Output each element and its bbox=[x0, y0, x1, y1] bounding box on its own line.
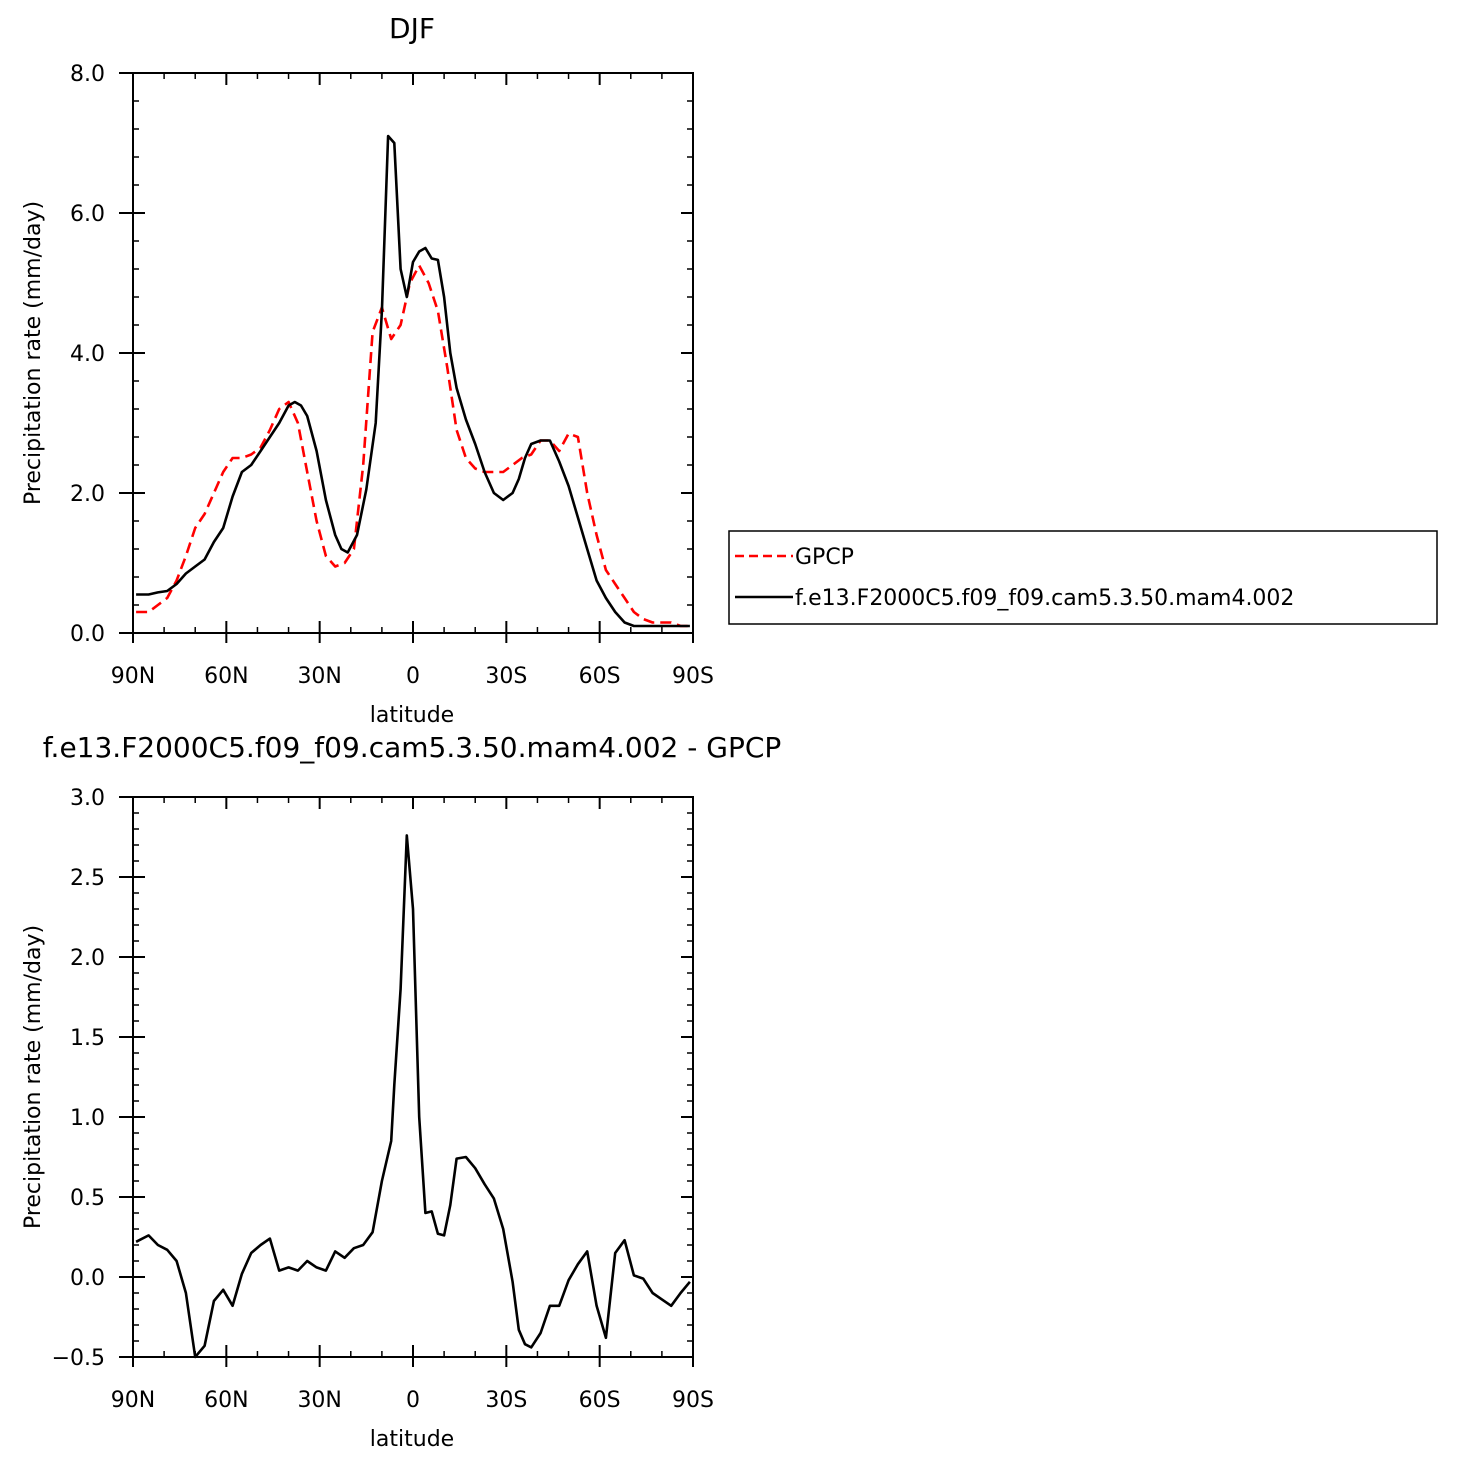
top-x-tick-label: 60N bbox=[204, 664, 248, 689]
bottom-y-tick-label: 1.5 bbox=[70, 1026, 105, 1051]
top-x-tick-label: 30N bbox=[297, 664, 341, 689]
top-chart-lines bbox=[136, 134, 690, 628]
bottom-chart-frame bbox=[132, 796, 694, 1358]
bottom-x-tick-label: 30S bbox=[485, 1388, 527, 1413]
bottom-chart-title: f.e13.F2000C5.f09_f09.cam5.3.50.mam4.002… bbox=[43, 731, 782, 764]
bottom-x-tick-label: 0 bbox=[406, 1388, 420, 1413]
bottom-series-line-0 bbox=[135, 834, 691, 1359]
legend-label-model: f.e13.F2000C5.f09_f09.cam5.3.50.mam4.002 bbox=[795, 586, 1294, 611]
bottom-y-tick-label: 0.5 bbox=[70, 1186, 105, 1211]
bottom-chart-xlabel: latitude bbox=[370, 1427, 454, 1452]
bottom-chart: f.e13.F2000C5.f09_f09.cam5.3.50.mam4.002… bbox=[21, 731, 781, 1452]
top-y-tick-label: 8.0 bbox=[70, 62, 105, 87]
bottom-x-tick-label: 60N bbox=[204, 1388, 248, 1413]
bottom-chart-ticks: 90N 60N 30N 0 30S 60S 90S −0.5 0.0 0.5 1.0 1.5 2.0 2.… bbox=[52, 786, 714, 1413]
top-chart-title: DJF bbox=[389, 12, 435, 45]
top-chart-ylabel: Precipitation rate (mm/day) bbox=[21, 201, 46, 505]
bottom-x-tick-label: 30N bbox=[297, 1388, 341, 1413]
bottom-y-tick-label: 1.0 bbox=[70, 1106, 105, 1131]
bottom-y-tick-label: −0.5 bbox=[52, 1346, 105, 1371]
top-chart-xlabel: latitude bbox=[370, 703, 454, 728]
top-x-tick-label: 90N bbox=[111, 664, 155, 689]
bottom-y-tick-label: 3.0 bbox=[70, 786, 105, 811]
top-y-tick-label: 4.0 bbox=[70, 342, 105, 367]
bottom-x-tick-label: 60S bbox=[579, 1388, 621, 1413]
legend-box bbox=[728, 530, 1438, 625]
top-series-line-1 bbox=[136, 134, 690, 628]
legend: GPCP f.e13.F2000C5.f09_f09.cam5.3.50.mam… bbox=[728, 530, 1438, 625]
top-y-tick-label: 0.0 bbox=[70, 622, 105, 647]
bottom-chart-ylabel: Precipitation rate (mm/day) bbox=[21, 925, 46, 1229]
bottom-y-tick-label: 2.5 bbox=[70, 866, 105, 891]
top-series-line-0 bbox=[136, 264, 690, 628]
bottom-y-tick-label: 0.0 bbox=[70, 1266, 105, 1291]
bottom-x-tick-label: 90N bbox=[111, 1388, 155, 1413]
bottom-y-tick-label: 2.0 bbox=[70, 946, 105, 971]
top-x-tick-label: 60S bbox=[579, 664, 621, 689]
top-chart-frame bbox=[132, 72, 694, 634]
top-x-tick-label: 90S bbox=[672, 664, 714, 689]
top-y-tick-label: 6.0 bbox=[70, 202, 105, 227]
bottom-x-tick-label: 90S bbox=[672, 1388, 714, 1413]
top-x-tick-label: 30S bbox=[485, 664, 527, 689]
top-chart: DJF Precipitation rate (mm/day) latitude… bbox=[21, 12, 714, 728]
legend-label-gpcp: GPCP bbox=[795, 545, 854, 570]
top-y-tick-label: 2.0 bbox=[70, 482, 105, 507]
bottom-chart-lines bbox=[135, 834, 691, 1359]
top-x-tick-label: 0 bbox=[406, 664, 420, 689]
top-chart-ticks: 90N 60N 30N 0 30S 60S 90S 0.0 2.0 4.0 6.0 8.0 bbox=[70, 62, 714, 689]
